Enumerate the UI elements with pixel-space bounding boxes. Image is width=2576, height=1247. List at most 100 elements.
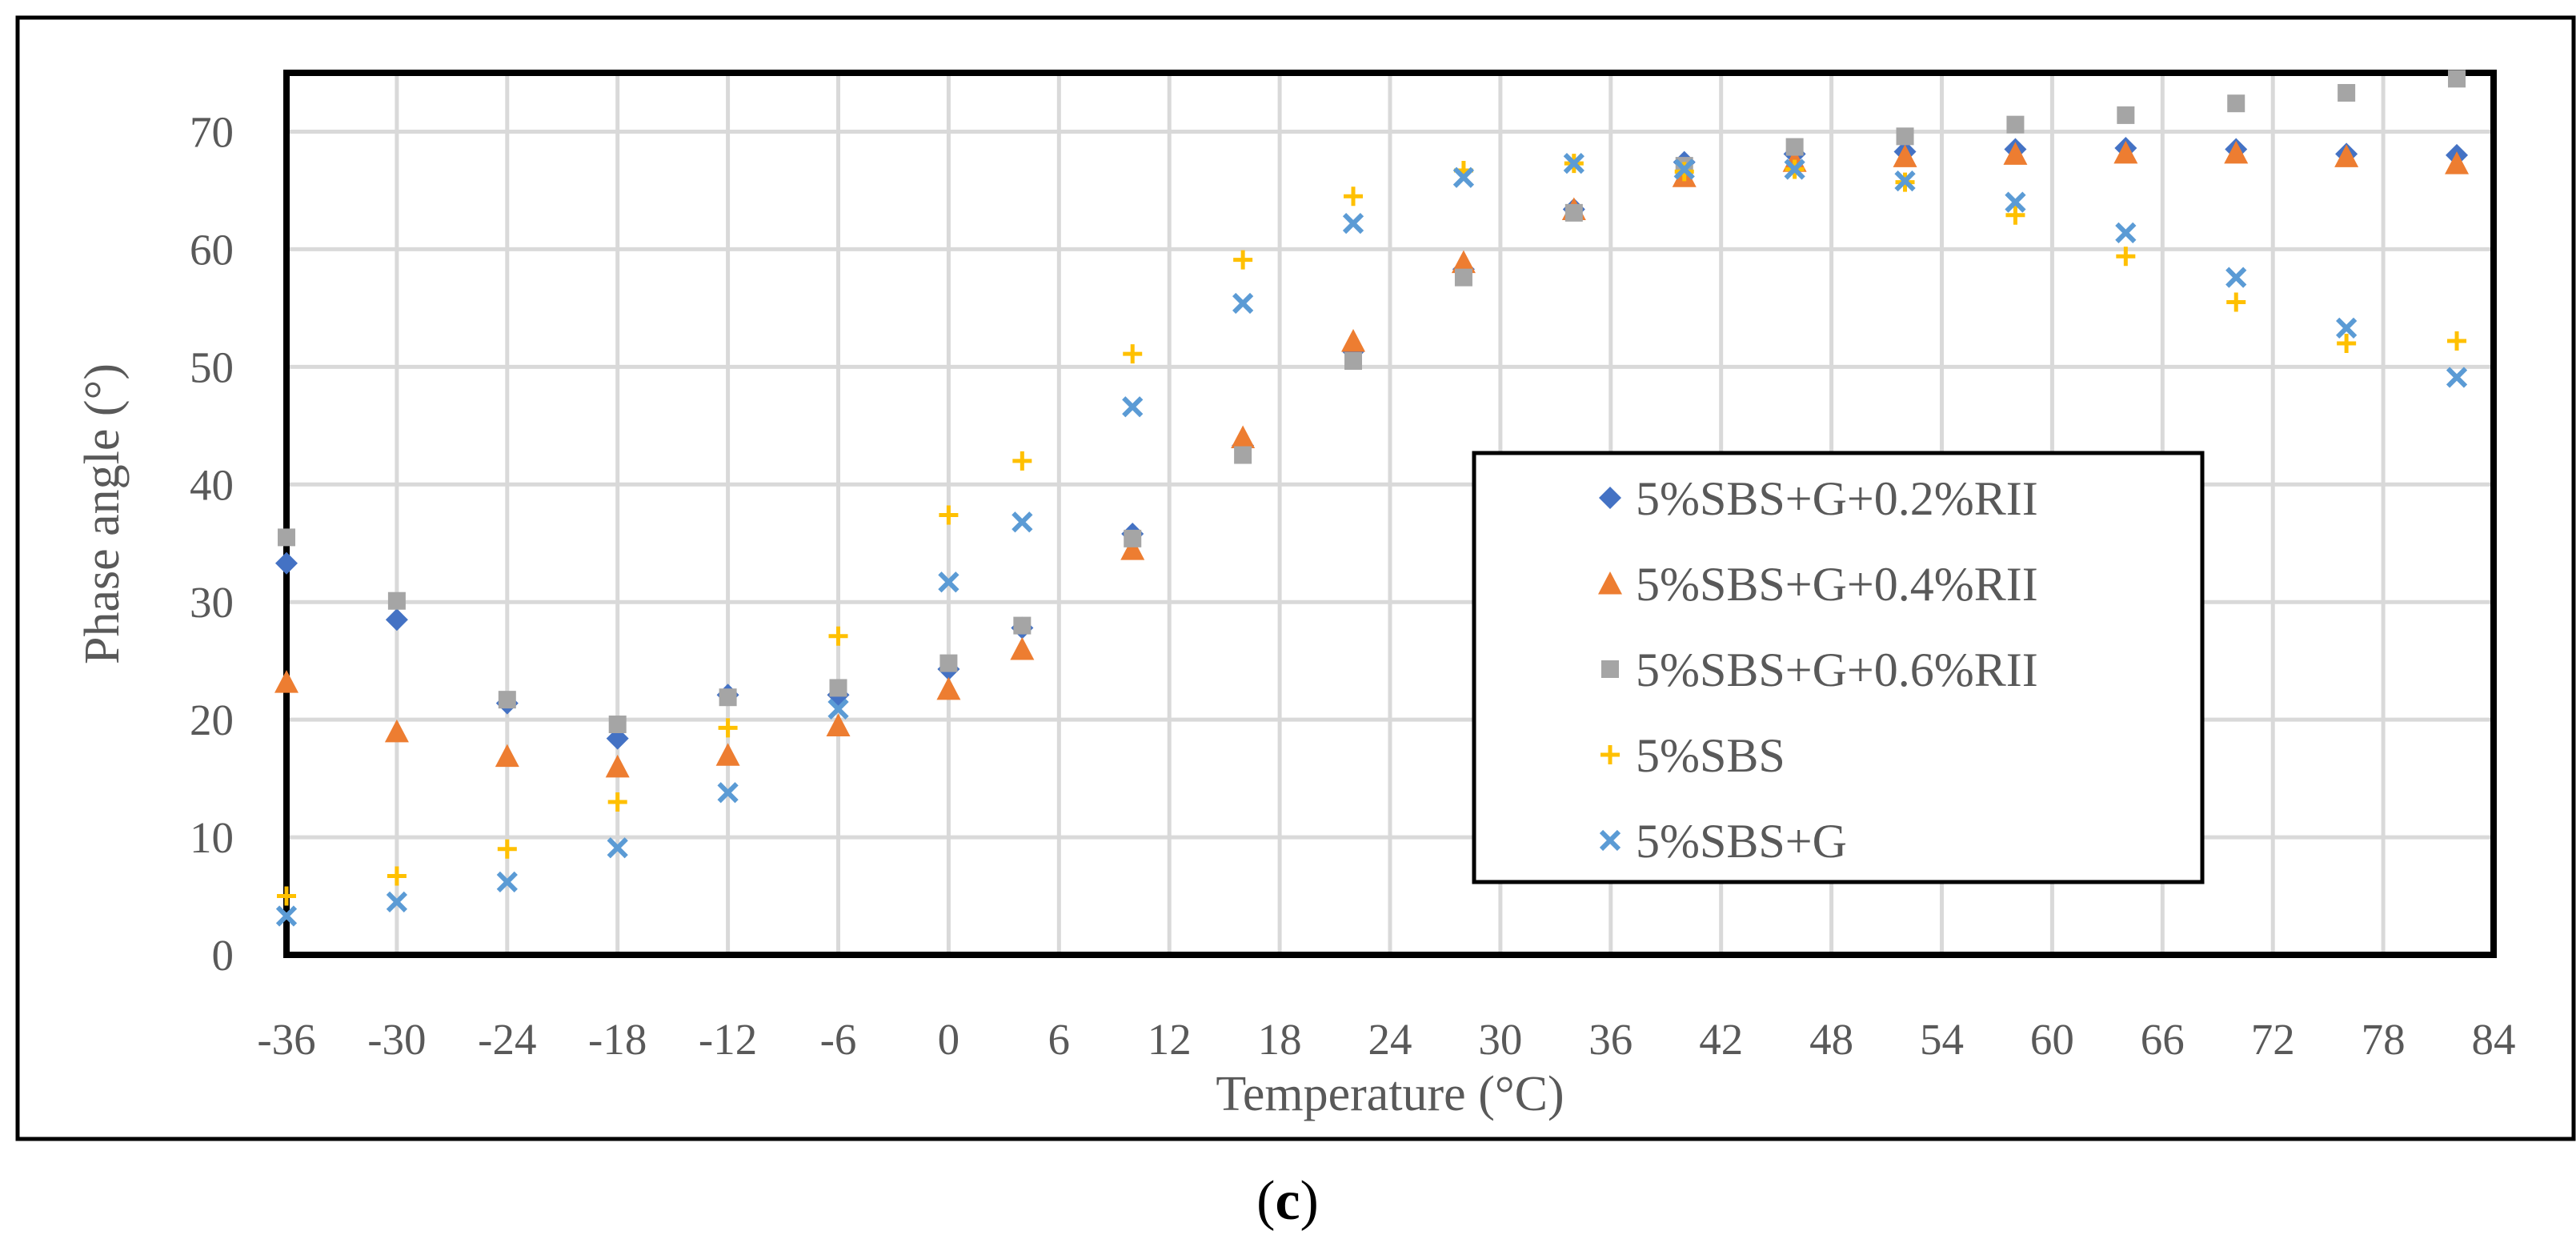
data-point [1341, 329, 1366, 352]
y-tick-label: 10 [190, 813, 234, 862]
data-point [277, 886, 296, 906]
data-point [1896, 127, 1914, 146]
data-point [827, 698, 849, 720]
data-point [1564, 203, 1583, 222]
data-point [1893, 144, 1917, 167]
legend-marker [1599, 829, 1621, 852]
legend: 5%SBS+G+0.2%RII 5%SBS+G+0.4%RII 5%SBS+G+0.… [1472, 451, 2205, 884]
data-point [2446, 367, 2468, 388]
data-point [496, 871, 518, 893]
data-point [274, 670, 298, 693]
caption-open: ( [1256, 1170, 1275, 1232]
legend-label: 5%SBS+G+0.2%RII [1636, 472, 2038, 525]
data-point [1785, 138, 1804, 156]
data-point [1124, 529, 1142, 547]
caption-close: ) [1300, 1170, 1319, 1232]
data-point [1894, 170, 1916, 192]
data-point [2334, 144, 2359, 167]
data-point [2115, 222, 2137, 243]
data-point [1013, 616, 1032, 635]
data-point [939, 505, 959, 525]
data-point [607, 792, 627, 812]
data-point [939, 654, 958, 672]
x-tick-label: 78 [2362, 1015, 2406, 1064]
data-point [2337, 333, 2357, 353]
data-point [605, 754, 630, 778]
data-point [1784, 158, 1805, 180]
data-point [275, 905, 298, 927]
x-tick-label: 36 [1588, 1015, 1633, 1064]
data-point [278, 528, 295, 547]
y-tick-label: 60 [190, 225, 234, 274]
y-tick-label: 20 [190, 696, 234, 744]
data-point [1234, 446, 1252, 464]
x-tick-label: 48 [1809, 1015, 1853, 1064]
data-point [384, 719, 409, 743]
data-point [1010, 636, 1035, 660]
data-point [1344, 351, 1363, 370]
data-point [2006, 115, 2025, 134]
data-point [2336, 317, 2358, 339]
data-point [1344, 186, 1364, 206]
x-tick-label: 0 [938, 1015, 960, 1064]
data-point [1232, 292, 1254, 315]
data-point [2224, 140, 2249, 164]
data-point [1231, 425, 1256, 448]
data-point [1451, 250, 1476, 274]
data-point [385, 608, 408, 632]
data-point [1012, 451, 1032, 471]
data-point [2448, 70, 2466, 88]
data-point [1454, 268, 1472, 287]
data-point [498, 691, 516, 709]
data-point [2445, 151, 2470, 174]
x-tick-label: 18 [1258, 1015, 1302, 1064]
data-point [387, 866, 407, 886]
legend-marker [1601, 660, 1619, 678]
data-point [2005, 205, 2025, 225]
data-point [826, 713, 851, 736]
x-axis-title: Temperature (°C) [1216, 1067, 1564, 1121]
x-tick-label: -18 [588, 1015, 647, 1064]
y-tick-label: 70 [190, 107, 234, 156]
series-4 [277, 154, 2467, 906]
series-5 [275, 153, 2468, 927]
data-point [1123, 344, 1143, 364]
data-point [1122, 396, 1144, 418]
data-point [275, 551, 298, 575]
legend-label: 5%SBS+G [1636, 815, 1847, 868]
data-point [2447, 331, 2467, 351]
data-point [828, 626, 848, 646]
legend-label: 5%SBS+G+0.4%RII [1636, 558, 2038, 611]
data-point [2338, 83, 2356, 102]
data-point [2003, 142, 2028, 165]
data-point [718, 718, 738, 738]
figure-caption: (c) [1256, 1170, 1319, 1232]
data-point [938, 571, 959, 593]
data-point [2117, 106, 2135, 124]
plot-area [283, 70, 2497, 958]
x-tick-label: 12 [1148, 1015, 1192, 1064]
x-tick-label: 54 [1920, 1015, 1964, 1064]
data-point [497, 839, 517, 859]
data-point [495, 744, 519, 768]
x-tick-label: -36 [257, 1015, 315, 1064]
x-tick-label: 66 [2141, 1015, 2185, 1064]
y-tick-label: 30 [190, 578, 234, 627]
data-point [607, 837, 628, 859]
x-tick-label: 60 [2030, 1015, 2074, 1064]
y-tick-label: 50 [190, 343, 234, 391]
data-point [1233, 250, 1253, 270]
legend-label: 5%SBS+G+0.6%RII [1636, 644, 2038, 696]
data-point [1012, 511, 1033, 533]
x-tick-label: 42 [1699, 1015, 1743, 1064]
caption-letter: c [1275, 1170, 1300, 1232]
y-tick-label: 0 [212, 931, 234, 980]
data-point [1673, 158, 1695, 180]
legend-marker [1598, 571, 1622, 595]
x-tick-label: -30 [367, 1015, 426, 1064]
x-tick-label: 6 [1048, 1015, 1071, 1064]
data-point [717, 782, 739, 804]
data-point [386, 891, 408, 913]
y-axis-title: Phase angle (°) [75, 363, 130, 664]
